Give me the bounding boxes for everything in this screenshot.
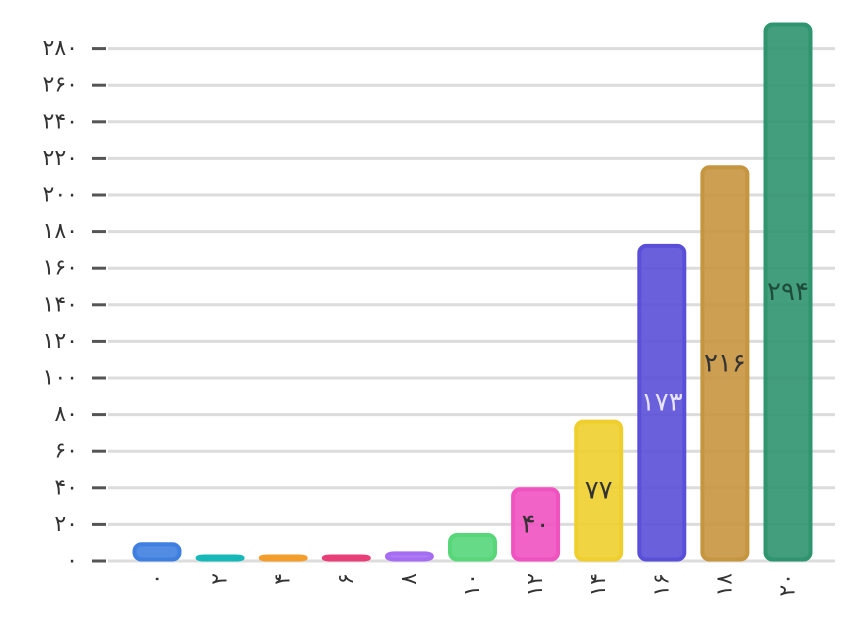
y-tick-label: ۶۰: [54, 439, 78, 464]
bar: [574, 419, 624, 562]
y-tick-label: ۸۰: [54, 402, 78, 427]
y-tick-label: ۱۸۰: [43, 219, 78, 244]
bar: [384, 551, 434, 562]
y-tick-label: ۱۰۰: [43, 366, 78, 391]
y-tick-label: ۰: [66, 549, 78, 574]
y-tick-label: ۱۴۰: [43, 292, 78, 317]
bar-value-label: ۴۰: [522, 509, 550, 539]
x-tick-label: ۸: [397, 573, 422, 585]
x-tick-label: ۱۰: [460, 573, 485, 597]
bar: [132, 542, 182, 562]
y-axis: ۰ ۲۰ ۴۰ ۶۰ ۸۰ ۱۰۰ ۱۲۰ ۱۴۰ ۱۶۰ ۱۸۰ ۲۰۰ ۲۲۰ ۲۴۰ ۲۶۰ ۲۸۰: [43, 36, 106, 574]
bar: [700, 165, 750, 562]
x-tick-label: ۰: [145, 573, 170, 585]
x-tick-label: ۴: [271, 573, 296, 585]
x-axis: ۰ ۲ ۴ ۶ ۸ ۱۰ ۱۲ ۱۴ ۱۶ ۱۸ ۲۰: [145, 573, 801, 597]
x-tick-label: ۱۲: [523, 573, 548, 597]
x-tick-label: ۶: [334, 573, 359, 585]
x-tick-label: ۱۸: [712, 573, 737, 597]
y-tick-label: ۱۶۰: [43, 256, 78, 281]
y-tick-label: ۲۶۰: [43, 73, 78, 98]
x-tick-label: ۲: [208, 573, 233, 585]
bar-value-label: ۲۱۶: [704, 348, 746, 378]
y-tick-label: ۴۰: [54, 475, 78, 500]
bars: [132, 22, 813, 562]
y-tick-label: ۲۲۰: [43, 146, 78, 171]
data-labels: ۴۰ ۷۷ ۱۷۳ ۲۱۶ ۲۹۴: [522, 277, 809, 539]
grid-lines: [108, 47, 835, 563]
y-tick-label: ۲۰: [54, 512, 78, 537]
y-tick-label: ۲۸۰: [43, 36, 78, 61]
bar: [763, 22, 813, 562]
bar-value-label: ۱۷۳: [641, 388, 683, 418]
x-tick-label: ۱۶: [649, 573, 674, 597]
x-tick-label: ۲۰: [776, 573, 801, 597]
bar-value-label: ۷۷: [585, 476, 613, 506]
bar: [448, 533, 497, 562]
bar: [637, 243, 687, 562]
bar: [511, 487, 561, 562]
bar: [195, 554, 245, 562]
y-tick-label: ۲۴۰: [43, 109, 78, 134]
bar: [321, 554, 371, 562]
y-tick-label: ۱۲۰: [43, 329, 78, 354]
y-tick-label: ۲۰۰: [43, 183, 78, 208]
bar: [258, 554, 308, 562]
x-tick-label: ۱۴: [586, 573, 611, 597]
bar-value-label: ۲۹۴: [767, 277, 809, 307]
